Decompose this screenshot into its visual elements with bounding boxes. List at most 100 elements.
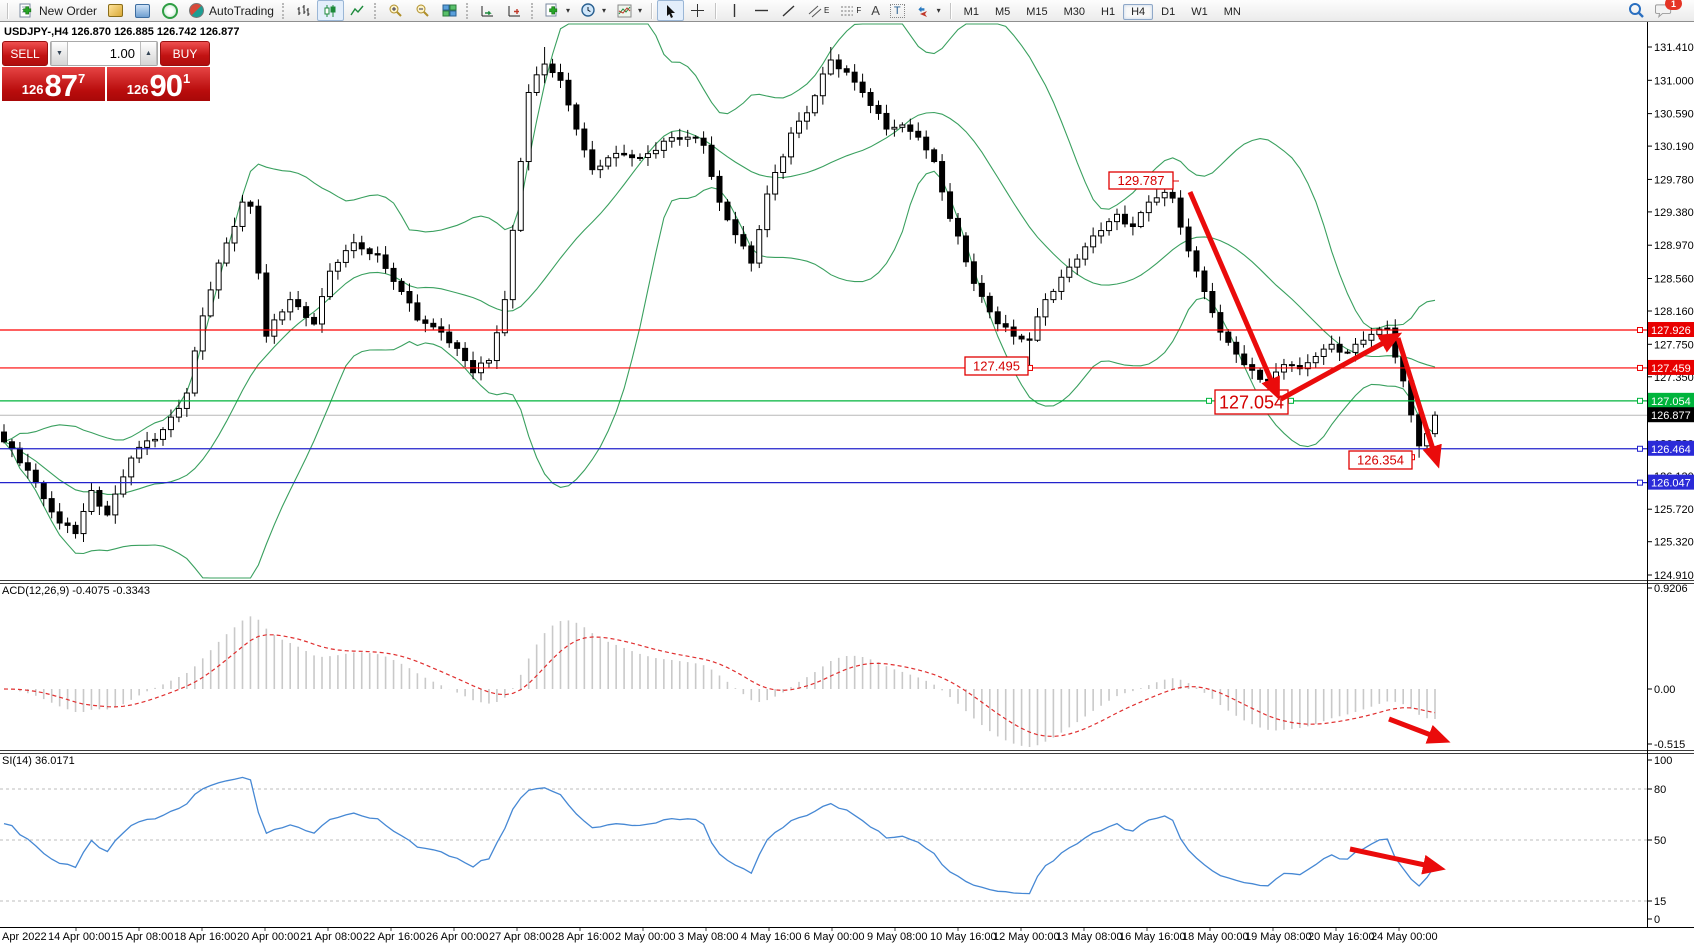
search-button[interactable] [1623, 0, 1650, 21]
dropdown-caret-icon: ▾ [565, 6, 570, 15]
arrows-tool-button[interactable]: ▾ [910, 0, 946, 21]
chart-shift-button[interactable] [501, 0, 528, 21]
zoom-in-button[interactable] [382, 0, 409, 21]
new-order-label: New Order [39, 3, 98, 18]
buy-button[interactable]: BUY [160, 41, 210, 66]
vertical-line-tool-button[interactable] [721, 0, 748, 21]
tile-windows-button[interactable] [436, 0, 463, 21]
line-handle[interactable] [1288, 397, 1294, 404]
line-handle[interactable] [1637, 397, 1643, 404]
candle-body [970, 261, 977, 284]
zoom-out-button[interactable] [409, 0, 436, 21]
trend-arrow[interactable] [1349, 846, 1446, 875]
bar-chart-button[interactable] [290, 0, 317, 21]
candle-body [454, 342, 461, 349]
cursor-tool-button[interactable] [657, 0, 684, 21]
autotrading-button[interactable]: AutoTrading [183, 0, 279, 21]
candle-body [1082, 246, 1089, 260]
volume-increase-button[interactable]: ▲ [140, 42, 157, 65]
timeframe-m1-button[interactable]: M1 [963, 5, 979, 18]
trend-arrow[interactable] [1388, 716, 1451, 744]
date-axis-label: 20 May 16:00 [1308, 931, 1375, 943]
candle-body [613, 152, 620, 159]
price-callout-text: 127.495 [973, 359, 1020, 374]
market-watch-button[interactable] [102, 0, 129, 21]
volume-decrease-button[interactable]: ▼ [51, 42, 68, 65]
line-handle[interactable] [1637, 479, 1643, 486]
candle-body [796, 120, 802, 134]
candle-body [1066, 266, 1073, 278]
price-level-badge [1648, 322, 1694, 338]
new-chart-button[interactable]: ▾ [539, 0, 575, 21]
channel-letter: E [824, 6, 830, 15]
indicators-button[interactable]: ▾ [611, 0, 647, 21]
auto-scroll-icon [479, 3, 496, 19]
trend-arrow[interactable] [1187, 191, 1280, 401]
timeframe-h4-button[interactable]: H4 [1123, 3, 1154, 20]
candlestick-chart-button[interactable] [316, 0, 344, 21]
line-handle[interactable] [1206, 397, 1212, 404]
candle-body [1328, 343, 1335, 350]
volume-input[interactable]: 1.00 [68, 42, 140, 65]
timeframe-m30-button[interactable]: M30 [1063, 5, 1086, 18]
bollinger-middle-band [3, 111, 1436, 495]
line-handle[interactable] [1637, 327, 1643, 334]
crosshair-tool-button[interactable] [684, 0, 711, 21]
line-handle[interactable] [1637, 364, 1643, 371]
text-tool-button[interactable]: A [866, 0, 885, 21]
candle-body [1416, 414, 1423, 447]
candle-body [231, 225, 238, 244]
candle-body [1360, 339, 1367, 345]
horizontal-line-tool-button[interactable] [748, 0, 775, 21]
price-axis-label: 130.190 [1654, 141, 1694, 153]
date-axis-label: 24 May 00:00 [1371, 931, 1438, 943]
candle-body [152, 438, 159, 442]
trendline-tool-button[interactable] [775, 0, 802, 21]
candle-body [994, 311, 1001, 325]
rsi-axis-label: 100 [1654, 755, 1672, 767]
candle-body [1209, 291, 1216, 314]
price-callout-box[interactable] [964, 356, 1029, 376]
new-order-button[interactable]: New Order [13, 0, 102, 21]
price-callout-text: 127.054 [1219, 392, 1284, 412]
profiles-button[interactable]: ▾ [575, 0, 611, 21]
current-price-badge [1648, 407, 1694, 423]
fibonacci-tool-button[interactable]: F [834, 0, 866, 21]
timeframe-m15-button[interactable]: M15 [1026, 5, 1048, 18]
timeframe-d1-button[interactable]: D1 [1161, 5, 1176, 18]
chart-title: USDJPY-,H4 126.870 126.885 126.742 126.8… [4, 26, 240, 38]
candle-body [136, 446, 143, 459]
line-handle[interactable] [1637, 445, 1643, 452]
candle-body [732, 219, 739, 236]
equidistant-channel-tool-button[interactable]: E [802, 0, 834, 21]
timeframe-h1-button[interactable]: H1 [1101, 5, 1116, 18]
sell-button[interactable]: SELL [2, 41, 48, 66]
candle-body [883, 112, 890, 130]
candle-body [485, 360, 492, 364]
timeframe-mn-button[interactable]: MN [1223, 5, 1241, 18]
sell-price-display[interactable]: 126 87 7 [2, 67, 105, 101]
notifications-button[interactable]: 1 [1650, 0, 1682, 21]
candle-body [406, 291, 413, 304]
candle-body [509, 229, 516, 301]
date-axis-label: 18 Apr 16:00 [174, 931, 236, 943]
data-window-button[interactable] [129, 0, 156, 21]
candle-body [819, 73, 826, 97]
price-callout-box[interactable] [1348, 450, 1413, 470]
candle-body [589, 149, 596, 171]
candle-body [1320, 348, 1327, 357]
trend-arrow[interactable] [1279, 332, 1403, 402]
text-label-tool-button[interactable]: T [885, 0, 910, 21]
candle-body [1225, 331, 1232, 343]
trend-arrow[interactable] [1395, 337, 1442, 469]
candle-body [1002, 323, 1009, 328]
line-chart-button[interactable] [344, 0, 371, 21]
signals-button[interactable] [156, 0, 183, 21]
buy-price-display[interactable]: 126 90 1 [107, 67, 210, 101]
price-axis-label: 129.780 [1654, 174, 1694, 186]
timeframe-w1-button[interactable]: W1 [1191, 5, 1208, 18]
candle-body [120, 476, 127, 495]
timeframe-m5-button[interactable]: M5 [994, 5, 1011, 18]
auto-scroll-button[interactable] [474, 0, 501, 21]
